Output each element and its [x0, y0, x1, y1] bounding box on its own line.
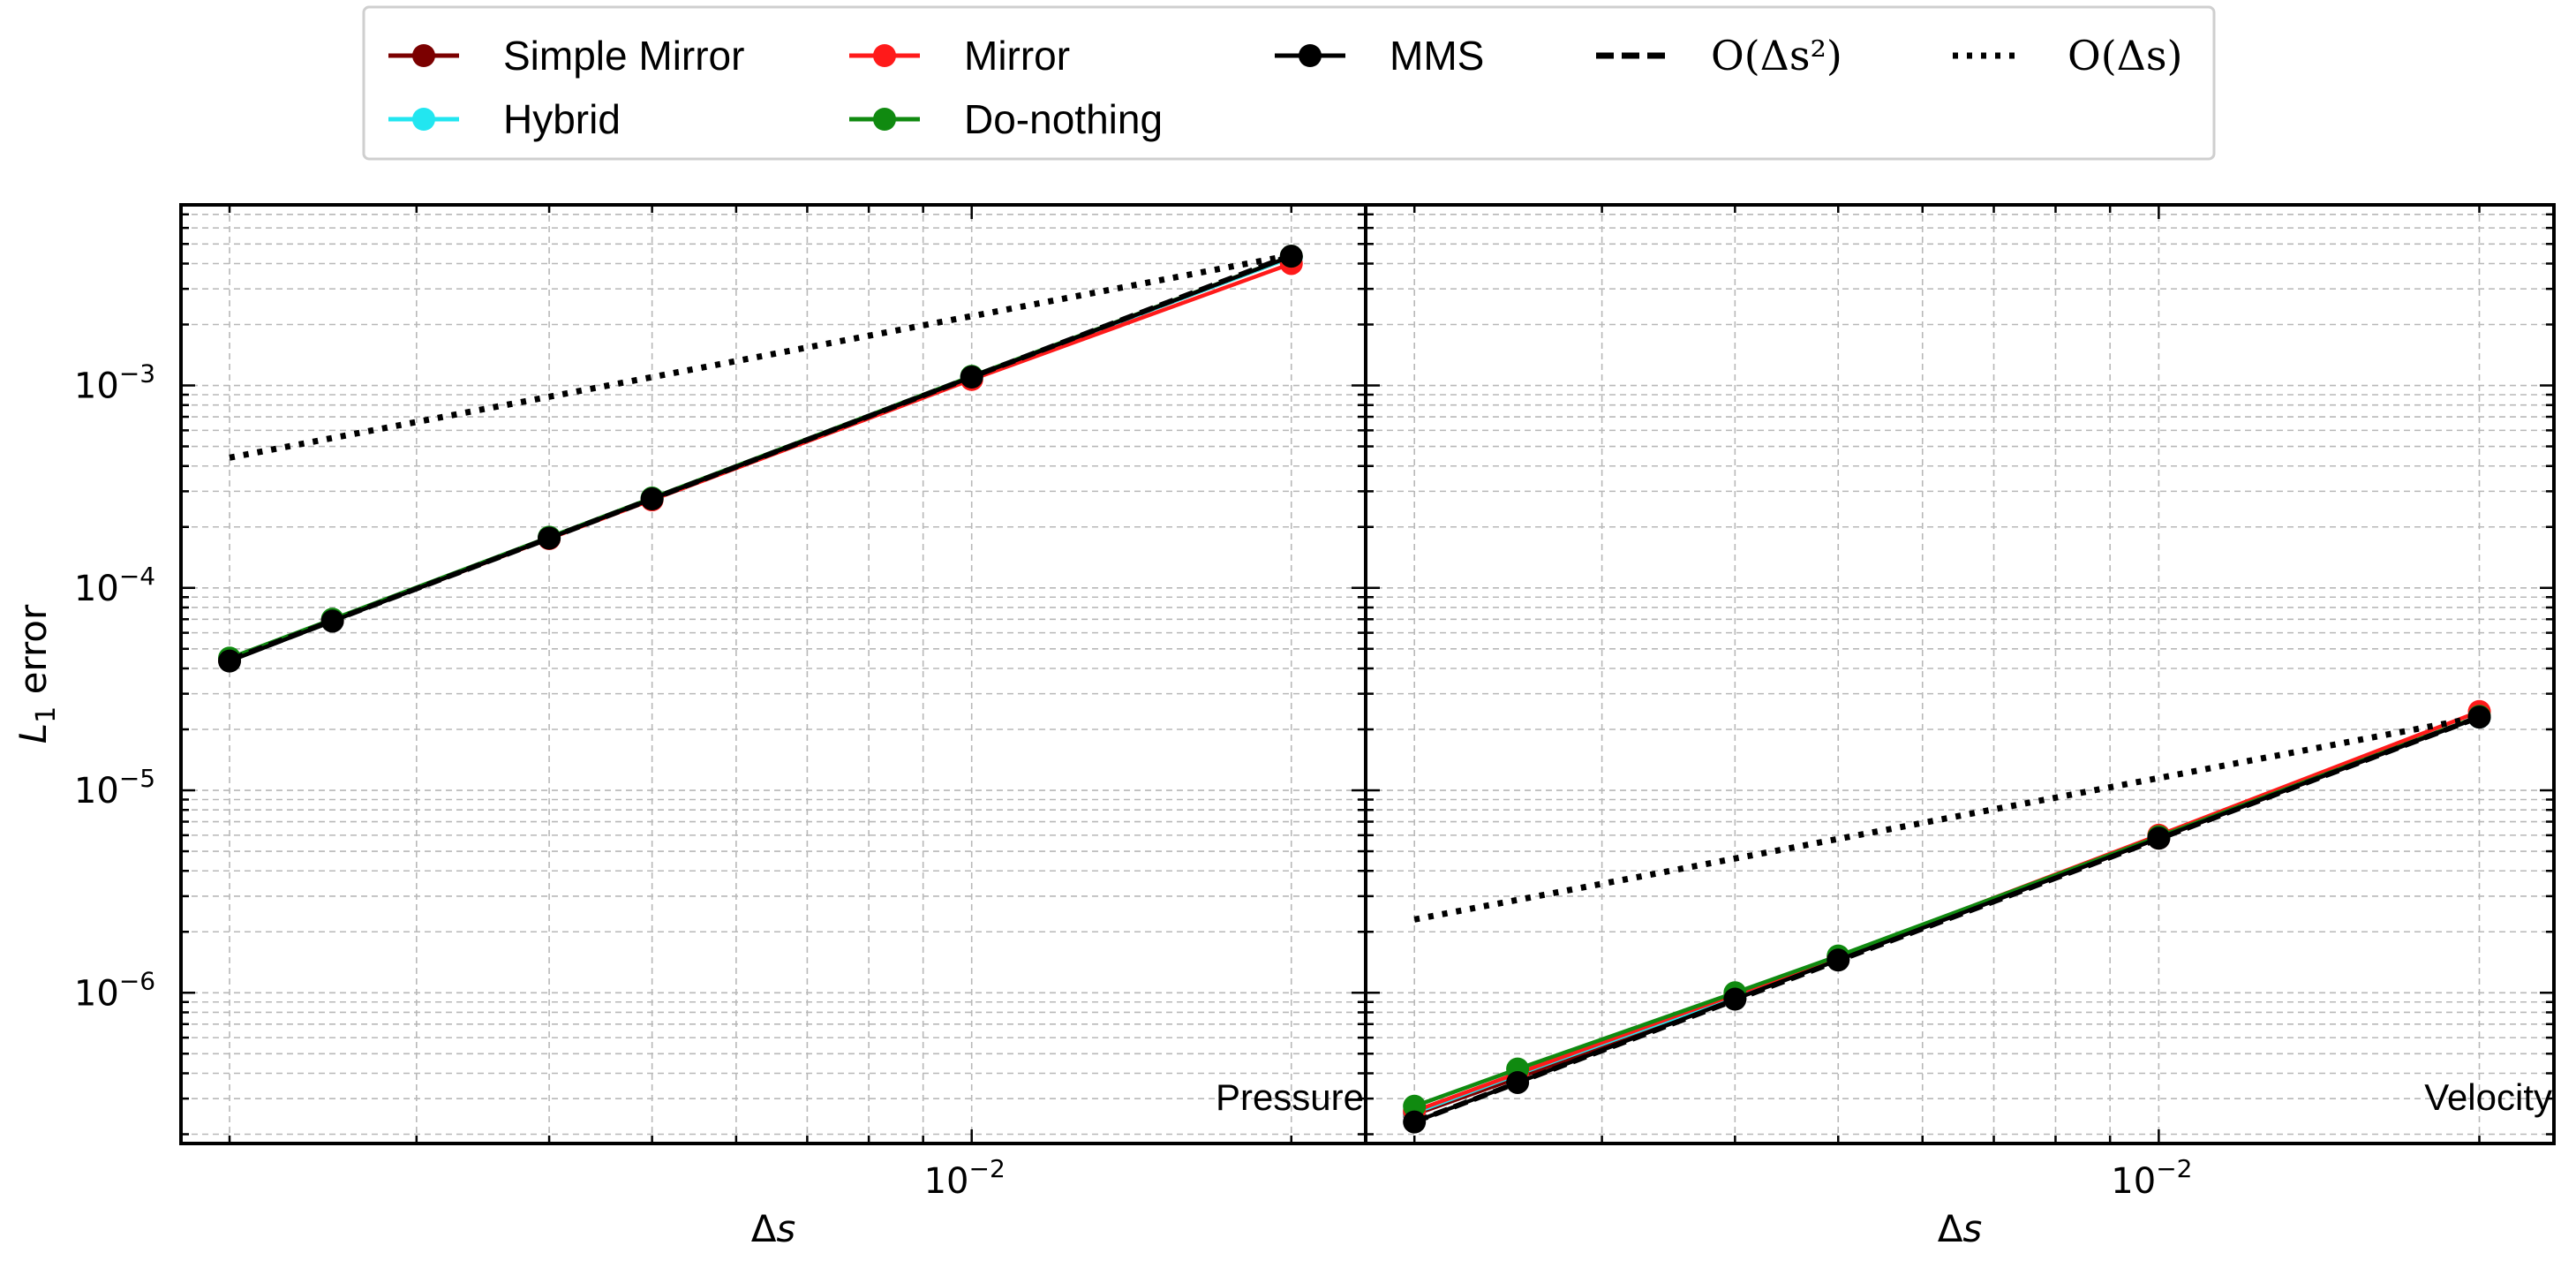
series-line-o-s — [229, 252, 1292, 461]
panel-velocity: 10−2 Δs Velocity — [1364, 203, 2556, 1250]
legend-marker — [1299, 44, 1322, 67]
x-axis-label: Δs — [751, 1207, 796, 1250]
series-line-do-nothing — [1413, 714, 2481, 1108]
legend-label: Mirror — [964, 33, 1070, 79]
data-point-mms — [218, 649, 242, 673]
y-tick-label: 10−6 — [74, 966, 155, 1014]
series-mms — [218, 245, 1303, 673]
legend: Simple Mirror Mirror MMS O(Δs²) O(Δs) Hybrid D… — [362, 5, 2216, 161]
legend-marker — [873, 44, 896, 67]
legend-box — [362, 5, 2216, 161]
legend-label: Do-nothing — [964, 96, 1163, 142]
data-point-mms — [1403, 1110, 1427, 1134]
legend-entry-simple-mirror: Simple Mirror — [388, 33, 744, 79]
legend-entry-o-s: O(Δs²) — [1596, 32, 1842, 79]
legend-entry-hybrid: Hybrid — [388, 96, 621, 142]
data-point-mms — [2467, 706, 2491, 729]
series-o-s — [229, 252, 1292, 461]
x-tick-label: 10−2 — [924, 1154, 1006, 1202]
x-tick-label: 10−2 — [2111, 1154, 2192, 1202]
legend-entry-do-nothing: Do-nothing — [849, 96, 1163, 142]
legend-label: Simple Mirror — [503, 33, 744, 79]
grid — [181, 205, 1366, 1143]
legend-marker — [873, 108, 896, 131]
y-axis-label: L1 error — [11, 604, 62, 743]
series-line-o-s — [1413, 713, 2481, 923]
legend-label: O(Δs) — [2068, 32, 2182, 79]
y-tick-label: 10−3 — [74, 359, 155, 407]
axes-frame — [1364, 203, 2556, 1145]
series-o-s — [1413, 713, 2481, 923]
y-tick-label: 10−4 — [74, 562, 155, 609]
legend-entry-o-s: O(Δs) — [1953, 32, 2182, 79]
legend-label: Hybrid — [503, 96, 621, 142]
legend-entry-mirror: Mirror — [849, 33, 1070, 79]
legend-entry-mms: MMS — [1275, 33, 1484, 79]
legend-label: MMS — [1390, 33, 1484, 79]
grid — [1366, 205, 2554, 1143]
y-tick-label: 10−5 — [74, 764, 155, 811]
panel-label: Pressure — [1216, 1076, 1364, 1118]
legend-label: O(Δs²) — [1711, 32, 1842, 79]
data-point-do-nothing — [1403, 1094, 1427, 1118]
legend-marker — [412, 44, 435, 67]
panel-pressure: 10−2 10−3 10−4 10−5 10−6 Δs L1 error Pressure — [11, 203, 1367, 1250]
panel-label: Velocity — [2424, 1076, 2552, 1118]
x-axis-label: Δs — [1938, 1207, 1983, 1250]
legend-marker — [412, 108, 435, 131]
